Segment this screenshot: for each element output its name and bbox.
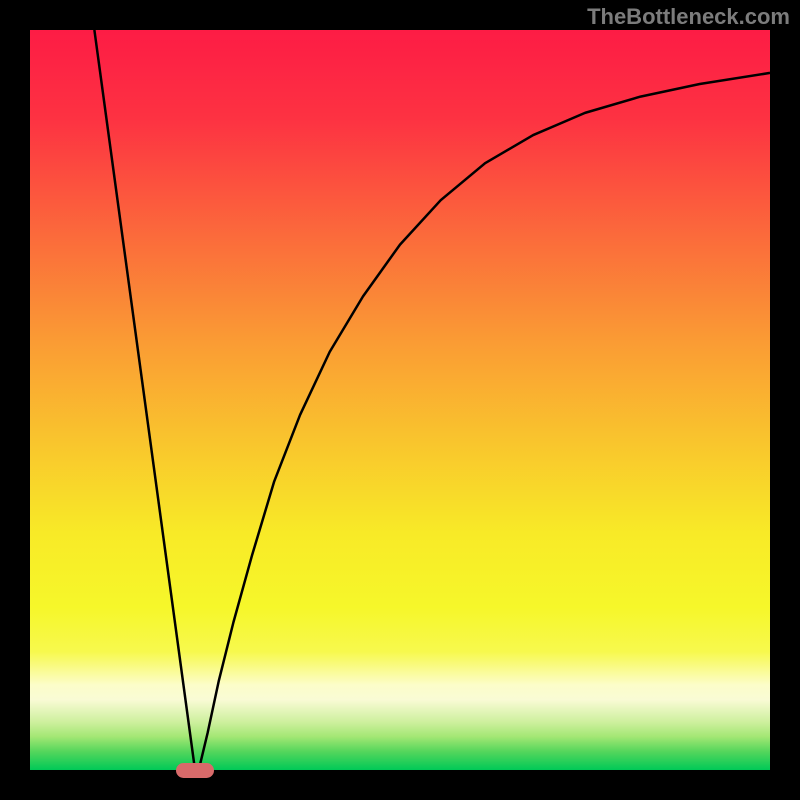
curve-overlay	[0, 0, 800, 800]
bottleneck-marker	[176, 763, 214, 778]
chart-container: TheBottleneck.com	[0, 0, 800, 800]
watermark-text: TheBottleneck.com	[587, 4, 790, 30]
